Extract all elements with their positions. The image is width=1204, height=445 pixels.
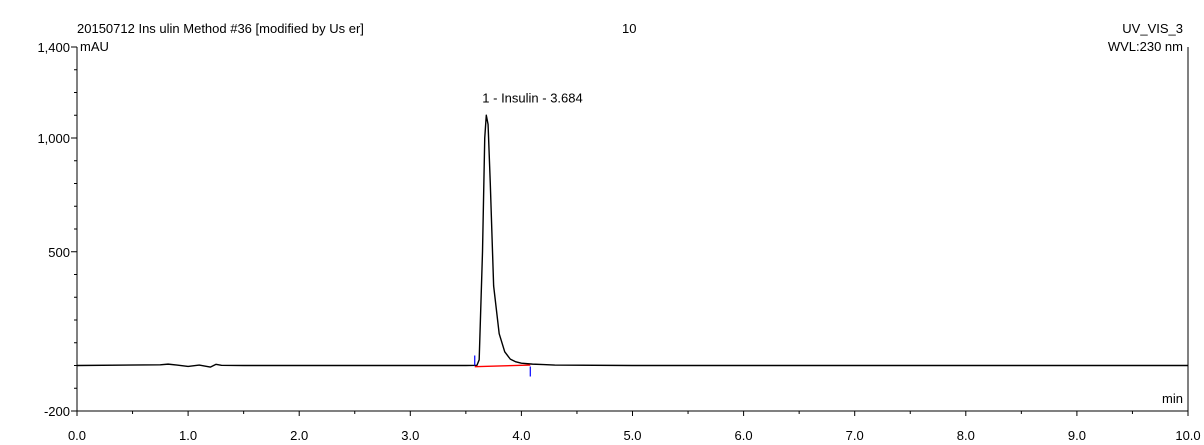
x-tick-label: 3.0 bbox=[401, 428, 419, 443]
peak-label: 1 - Insulin - 3.684 bbox=[482, 90, 582, 105]
channel-label: UV_VIS_3 bbox=[1122, 21, 1183, 36]
chromatogram-trace bbox=[76, 114, 1188, 368]
x-tick-label: 9.0 bbox=[1068, 428, 1086, 443]
x-tick-label: 0.0 bbox=[68, 428, 86, 443]
annotations: 1 - Insulin - 3.684 bbox=[482, 90, 582, 105]
x-tick-label: 10.0 bbox=[1175, 428, 1200, 443]
x-tick-label: 7.0 bbox=[846, 428, 864, 443]
y-tick-label: 1,400 bbox=[37, 40, 70, 55]
integration-baseline bbox=[474, 364, 531, 368]
wavelength-label: WVL:230 nm bbox=[1108, 39, 1183, 54]
y-ticks: -200 500 1,000 1,400 bbox=[37, 40, 77, 419]
x-tick-label: 5.0 bbox=[623, 428, 641, 443]
x-axis-label: min bbox=[1162, 391, 1183, 406]
y-tick-label: -200 bbox=[44, 404, 70, 419]
x-tick-label: 1.0 bbox=[179, 428, 197, 443]
x-tick-label: 8.0 bbox=[957, 428, 975, 443]
y-axis-label: mAU bbox=[80, 39, 109, 54]
injection-number: 10 bbox=[622, 21, 636, 36]
y-tick-label: 1,000 bbox=[37, 131, 70, 146]
x-tick-label: 6.0 bbox=[735, 428, 753, 443]
x-ticks: 0.0 1.0 2.0 3.0 4.0 5.0 6.0 7.0 8.0 9.0 10.0 bbox=[68, 411, 1201, 443]
x-tick-label: 4.0 bbox=[512, 428, 530, 443]
method-title: 20150712 Ins ulin Method #36 [modified b… bbox=[77, 21, 364, 36]
x-tick-label: 2.0 bbox=[290, 428, 308, 443]
y-tick-label: 500 bbox=[48, 245, 70, 260]
series-group bbox=[76, 114, 1188, 377]
